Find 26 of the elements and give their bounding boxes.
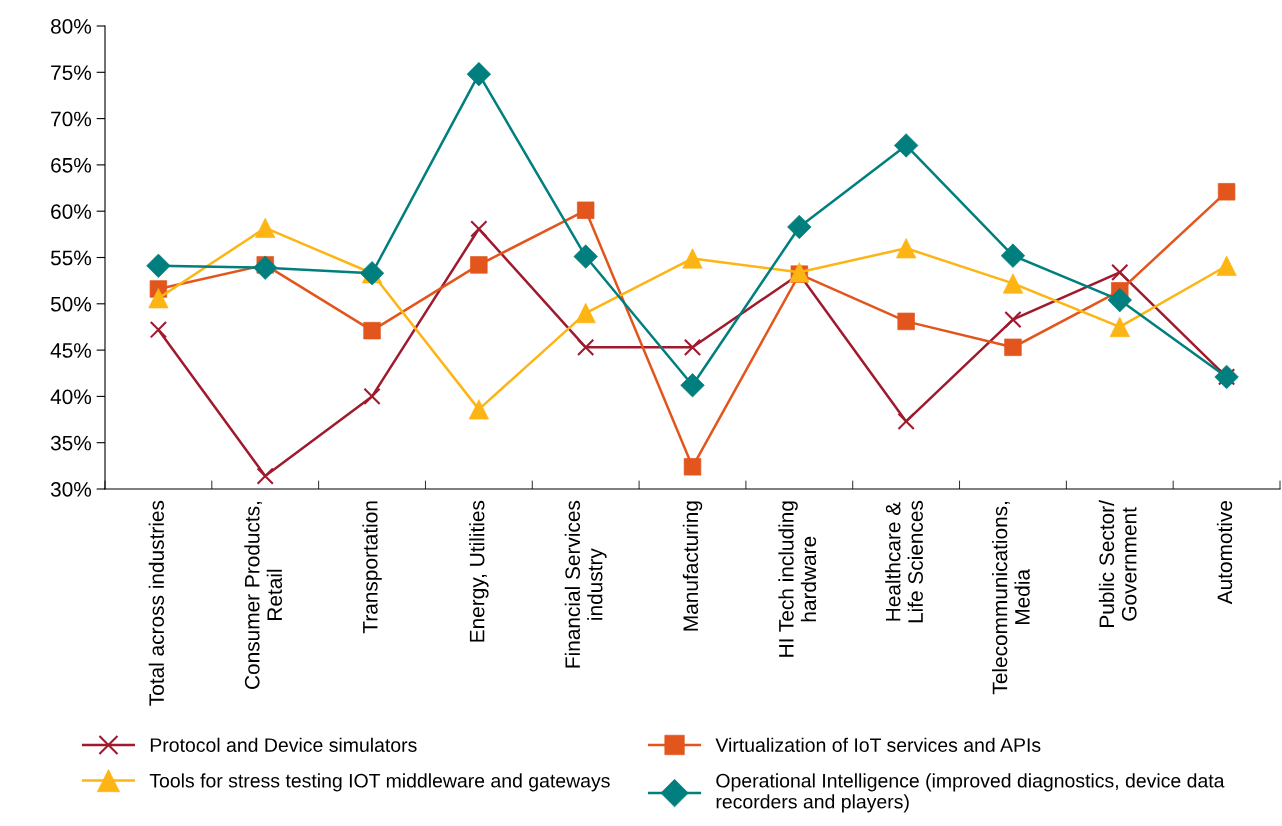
y-tick-label: 35% bbox=[50, 435, 92, 451]
y-tick-label: 75% bbox=[51, 65, 92, 81]
y-tick-label: 70% bbox=[51, 111, 92, 127]
y-tick-label: 65% bbox=[51, 157, 92, 173]
x-tick-label: Transportation bbox=[362, 501, 382, 634]
legend-label: Tools for stress testing IOT middleware and gateways bbox=[149, 773, 610, 792]
y-tick-label: 40% bbox=[50, 389, 92, 405]
y-tick-label: 30% bbox=[50, 482, 92, 497]
x-tick-label: Total across industries bbox=[148, 500, 164, 706]
x-tick-label: Telecommunications, Media bbox=[992, 501, 1030, 695]
y-tick-label: 80% bbox=[51, 19, 92, 34]
x-tick-label: Financial Services industry bbox=[564, 500, 607, 668]
legend-label: Virtualization of IoT services and APIs bbox=[715, 737, 1041, 752]
legend-label: Operational Intelligence (improved diagnostics, device data recorders and players) bbox=[716, 773, 1225, 813]
x-tick-label: Energy, Utilities bbox=[469, 500, 489, 642]
y-tick-label: 50% bbox=[50, 296, 92, 312]
y-tick-label: 60% bbox=[51, 204, 92, 219]
x-tick-label: Healthcare & Life Sciences bbox=[885, 500, 923, 623]
x-tick-label: Automotive bbox=[1216, 501, 1233, 605]
x-tick-label: Public Sector/ Government bbox=[1098, 500, 1137, 627]
x-tick-label: Consumer Products, Retail bbox=[244, 501, 283, 689]
y-tick-label: 45% bbox=[50, 343, 92, 358]
y-tick-label: 55% bbox=[50, 250, 92, 266]
x-tick-label: HI Tech including hardware bbox=[778, 501, 817, 657]
x-tick-label: Manufacturing bbox=[682, 501, 703, 631]
legend-label: Protocol and Device simulators bbox=[150, 737, 417, 752]
